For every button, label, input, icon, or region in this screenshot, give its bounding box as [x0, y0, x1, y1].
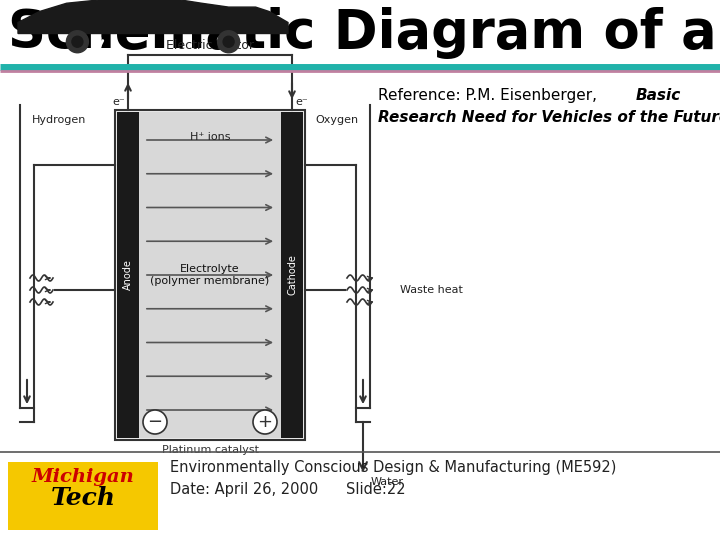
Text: Reference: P.M. Eisenberger,: Reference: P.M. Eisenberger,	[378, 88, 602, 103]
Text: Hydrogen: Hydrogen	[32, 115, 86, 125]
Text: Environmentally Conscious Design & Manufacturing (ME592): Environmentally Conscious Design & Manuf…	[170, 460, 616, 475]
Text: Platinum catalyst: Platinum catalyst	[161, 445, 258, 455]
Text: Oxygen: Oxygen	[315, 115, 358, 125]
Text: Anode: Anode	[123, 260, 133, 291]
Bar	[115, 110, 305, 440]
Text: Michigan: Michigan	[32, 468, 135, 486]
Circle shape	[223, 36, 234, 47]
Text: Electrolyte
(polymer membrane): Electrolyte (polymer membrane)	[150, 264, 269, 286]
Text: Research Need for Vehicles of the Future: Research Need for Vehicles of the Future	[378, 110, 720, 125]
Circle shape	[143, 410, 167, 434]
Text: −: −	[148, 413, 163, 431]
Bar	[117, 112, 139, 438]
Text: Electric motor: Electric motor	[166, 39, 254, 52]
Bar	[139, 112, 281, 438]
Circle shape	[66, 31, 89, 53]
Circle shape	[253, 410, 277, 434]
Text: Waste heat: Waste heat	[400, 285, 463, 295]
Circle shape	[72, 36, 83, 47]
Text: Cathode: Cathode	[287, 254, 297, 295]
Text: H⁺ ions: H⁺ ions	[190, 132, 230, 142]
Bar	[8, 462, 158, 530]
Text: Schematic Diagram of a Fuel Cell: Schematic Diagram of a Fuel Cell	[8, 7, 720, 59]
Circle shape	[217, 31, 240, 53]
Text: e⁻: e⁻	[295, 97, 307, 107]
Text: Date: April 26, 2000      Slide:22: Date: April 26, 2000 Slide:22	[170, 482, 405, 497]
Polygon shape	[18, 0, 288, 33]
Text: Tech: Tech	[50, 486, 115, 510]
Text: +: +	[258, 413, 272, 431]
Text: Water: Water	[371, 477, 404, 487]
Bar	[281, 112, 303, 438]
Text: e⁻: e⁻	[112, 97, 125, 107]
Text: Basic: Basic	[636, 88, 681, 103]
